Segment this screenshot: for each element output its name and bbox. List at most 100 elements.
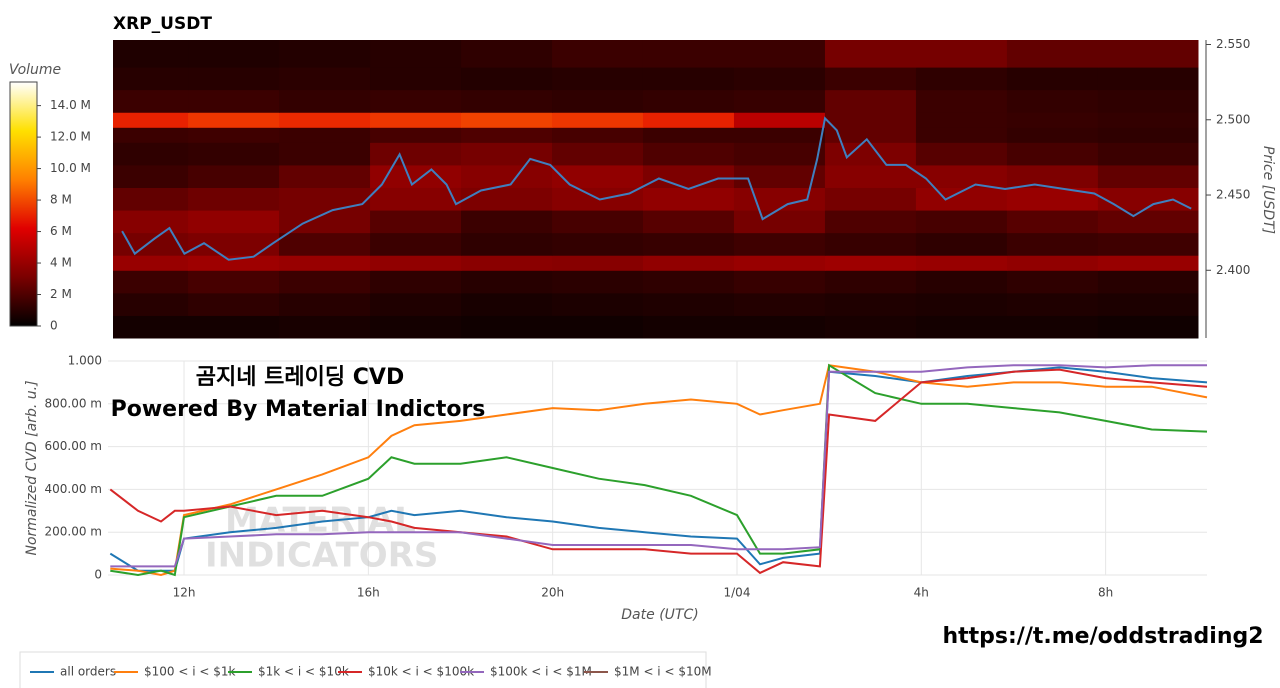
heat-cell bbox=[642, 89, 735, 113]
heat-cell bbox=[824, 292, 917, 316]
heat-cell bbox=[1097, 89, 1199, 113]
heat-cell bbox=[461, 89, 553, 113]
cvd-line bbox=[110, 363, 1208, 577]
heat-cell bbox=[1006, 40, 1099, 68]
legend-box bbox=[19, 651, 707, 688]
heat-cell bbox=[1097, 187, 1199, 211]
x-tick-label: 12h bbox=[173, 586, 196, 600]
heat-cell bbox=[552, 210, 644, 234]
heat-cell bbox=[915, 210, 1008, 234]
heat-cell bbox=[113, 255, 189, 271]
heat-cell bbox=[915, 67, 1008, 91]
heat-cell bbox=[642, 232, 735, 256]
heat-cell bbox=[279, 292, 371, 316]
heat-cell bbox=[461, 210, 553, 234]
heat-cell bbox=[370, 292, 462, 316]
heat-cell bbox=[642, 127, 735, 143]
heat-cell bbox=[824, 142, 917, 166]
heat-cell bbox=[113, 270, 189, 294]
heat-cell bbox=[1006, 292, 1099, 316]
heat-cell bbox=[188, 67, 280, 91]
heat-cell bbox=[279, 315, 371, 339]
heat-cell bbox=[370, 142, 462, 166]
heat-cell bbox=[113, 164, 189, 188]
heat-cell bbox=[188, 89, 280, 113]
heat-cell bbox=[824, 67, 917, 91]
heat-cell bbox=[1006, 142, 1099, 166]
heat-cell bbox=[1006, 67, 1099, 91]
heat-cell bbox=[733, 270, 826, 294]
heat-cell bbox=[461, 292, 553, 316]
heat-cell bbox=[733, 164, 826, 188]
heat-cell bbox=[113, 112, 189, 128]
watermark: INDICATORS bbox=[205, 536, 438, 576]
heat-cell bbox=[733, 89, 826, 113]
heat-cell bbox=[552, 127, 644, 143]
heat-cell bbox=[1006, 210, 1099, 234]
heat-cell bbox=[552, 315, 644, 339]
heat-cell bbox=[552, 270, 644, 294]
heat-cell bbox=[461, 255, 553, 271]
y-tick-label: 600.00 m bbox=[45, 439, 103, 453]
heat-cell bbox=[552, 255, 644, 271]
heat-cell bbox=[1097, 127, 1199, 143]
x-tick-label: 8h bbox=[1098, 586, 1113, 600]
heat-cell bbox=[1097, 315, 1199, 339]
heat-cell bbox=[1006, 112, 1099, 128]
heat-cell bbox=[552, 40, 644, 68]
legend-label: $100k < i < $1M bbox=[490, 665, 592, 679]
y-tick-label: 1.000 bbox=[68, 354, 102, 368]
heat-cell bbox=[824, 232, 917, 256]
heat-cell bbox=[279, 142, 371, 166]
heat-cell bbox=[188, 40, 280, 68]
heat-cell bbox=[824, 127, 917, 143]
y-axis-title: Normalized CVD [arb. u.] bbox=[24, 380, 40, 555]
heat-cell bbox=[915, 232, 1008, 256]
y-tick-label: 2.500 bbox=[1216, 112, 1250, 126]
heat-cell bbox=[113, 40, 189, 68]
heat-cell bbox=[1006, 270, 1099, 294]
heat-cell bbox=[188, 232, 280, 256]
heat-cell bbox=[733, 315, 826, 339]
heat-cell bbox=[370, 164, 462, 188]
heat-cell bbox=[188, 142, 280, 166]
heat-cell bbox=[370, 127, 462, 143]
legend-label: $100 < i < $1k bbox=[144, 665, 236, 679]
heat-cell bbox=[188, 187, 280, 211]
heat-cell bbox=[1097, 40, 1199, 68]
heat-cell bbox=[279, 67, 371, 91]
heat-cell bbox=[824, 89, 917, 113]
x-tick-label: 1/04 bbox=[724, 586, 751, 600]
chart-title: XRP_USDT bbox=[113, 14, 212, 34]
heat-cell bbox=[733, 142, 826, 166]
heat-cell bbox=[370, 255, 462, 271]
heat-cell bbox=[733, 67, 826, 91]
heat-cell bbox=[824, 315, 917, 339]
heat-cell bbox=[552, 164, 644, 188]
heat-cell bbox=[824, 270, 917, 294]
heat-cell bbox=[552, 142, 644, 166]
heat-cell bbox=[279, 255, 371, 271]
heat-cell bbox=[915, 142, 1008, 166]
heat-cell bbox=[824, 164, 917, 188]
cvd-line bbox=[110, 364, 1207, 568]
heat-cell bbox=[279, 232, 371, 256]
legend-label: $1M < i < $10M bbox=[614, 665, 712, 679]
heat-cell bbox=[642, 67, 735, 91]
heat-cell bbox=[188, 112, 280, 128]
y-tick-label: 2.450 bbox=[1216, 188, 1250, 202]
heat-cell bbox=[733, 255, 826, 271]
heat-cell bbox=[1006, 187, 1099, 211]
heat-cell bbox=[461, 164, 553, 188]
heat-cell bbox=[642, 164, 735, 188]
cvd-line bbox=[110, 364, 1208, 577]
heat-cell bbox=[370, 187, 462, 211]
heat-cell bbox=[642, 315, 735, 339]
y-tick-label: 0 bbox=[94, 568, 102, 582]
heat-cell bbox=[113, 89, 189, 113]
heat-cell bbox=[1097, 112, 1199, 128]
colorbar-tick-label: 14.0 M bbox=[50, 98, 91, 112]
heat-cell bbox=[1097, 255, 1199, 271]
heat-cell bbox=[370, 40, 462, 68]
heat-cell bbox=[1006, 232, 1099, 256]
